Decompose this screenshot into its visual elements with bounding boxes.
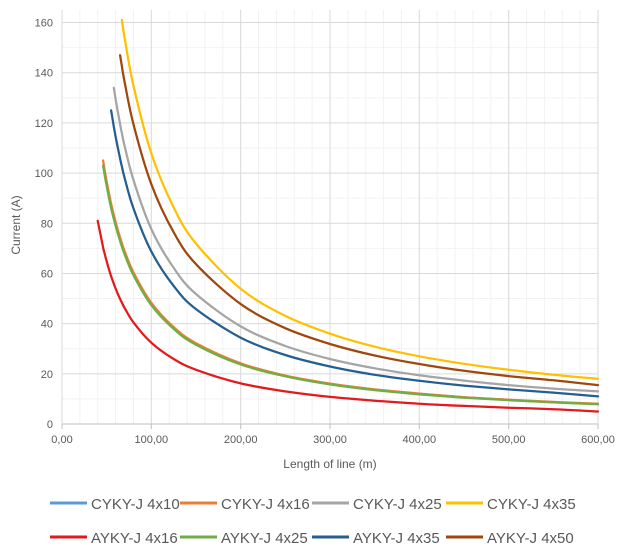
series-line (101, 159, 600, 405)
x-tick-label: 300,00 (313, 434, 347, 446)
y-axis-label: Current (A) (9, 195, 23, 254)
gridlines (61, 10, 599, 424)
axes: 0 20 40 60 80 100 120 140 160 0,00 100,00 200,00 300… (35, 18, 615, 446)
y-tick-label: 140 (35, 68, 53, 80)
series-line (109, 109, 600, 398)
series-line (101, 164, 600, 406)
series-line (102, 166, 600, 406)
series-line (120, 18, 600, 380)
x-tick-label: 0,00 (51, 434, 72, 446)
y-tick-label: 160 (35, 18, 53, 30)
legend-label: CYKY-J 4x10 (91, 496, 180, 513)
x-tick-label: 200,00 (224, 434, 258, 446)
legend-item: CYKY-J 4x25 (312, 496, 442, 513)
y-tick-label: 0 (47, 419, 53, 431)
y-tick-label: 60 (41, 268, 53, 280)
series-line (112, 86, 600, 393)
y-tick-label: 100 (35, 168, 53, 180)
legend-label: AYKY-J 4x16 (91, 530, 178, 546)
legend-item: AYKY-J 4x35 (312, 530, 440, 547)
series-line (118, 54, 600, 387)
legend-label: AYKY-J 4x35 (353, 530, 440, 546)
y-tick-label: 120 (35, 118, 53, 130)
series-lines (96, 18, 600, 413)
legend-item: CYKY-J 4x35 (446, 496, 576, 513)
legend-label: AYKY-J 4x50 (487, 530, 574, 546)
x-tick-label: 600,00 (581, 434, 615, 446)
x-tick-label: 400,00 (403, 434, 437, 446)
legend-label: CYKY-J 4x35 (487, 496, 576, 513)
x-tick-label: 500,00 (492, 434, 526, 446)
x-tick-label: 100,00 (135, 434, 169, 446)
legend-item: AYKY-J 4x25 (180, 530, 308, 547)
series-line (96, 219, 600, 413)
legend-item: AYKY-J 4x50 (446, 530, 574, 547)
legend-item: CYKY-J 4x10 (50, 496, 180, 513)
y-tick-label: 80 (41, 218, 53, 230)
y-tick-label: 20 (41, 369, 53, 381)
legend-label: CYKY-J 4x16 (221, 496, 310, 513)
x-axis-label: Length of line (m) (283, 457, 376, 471)
legend-label: CYKY-J 4x25 (353, 496, 442, 513)
legend-label: AYKY-J 4x25 (221, 530, 308, 546)
legend-item: AYKY-J 4x16 (50, 530, 178, 547)
legend: CYKY-J 4x10 CYKY-J 4x16 CYKY-J 4x25 CYKY-J … (50, 496, 576, 547)
legend-item: CYKY-J 4x16 (180, 496, 310, 513)
y-tick-label: 40 (41, 319, 53, 331)
